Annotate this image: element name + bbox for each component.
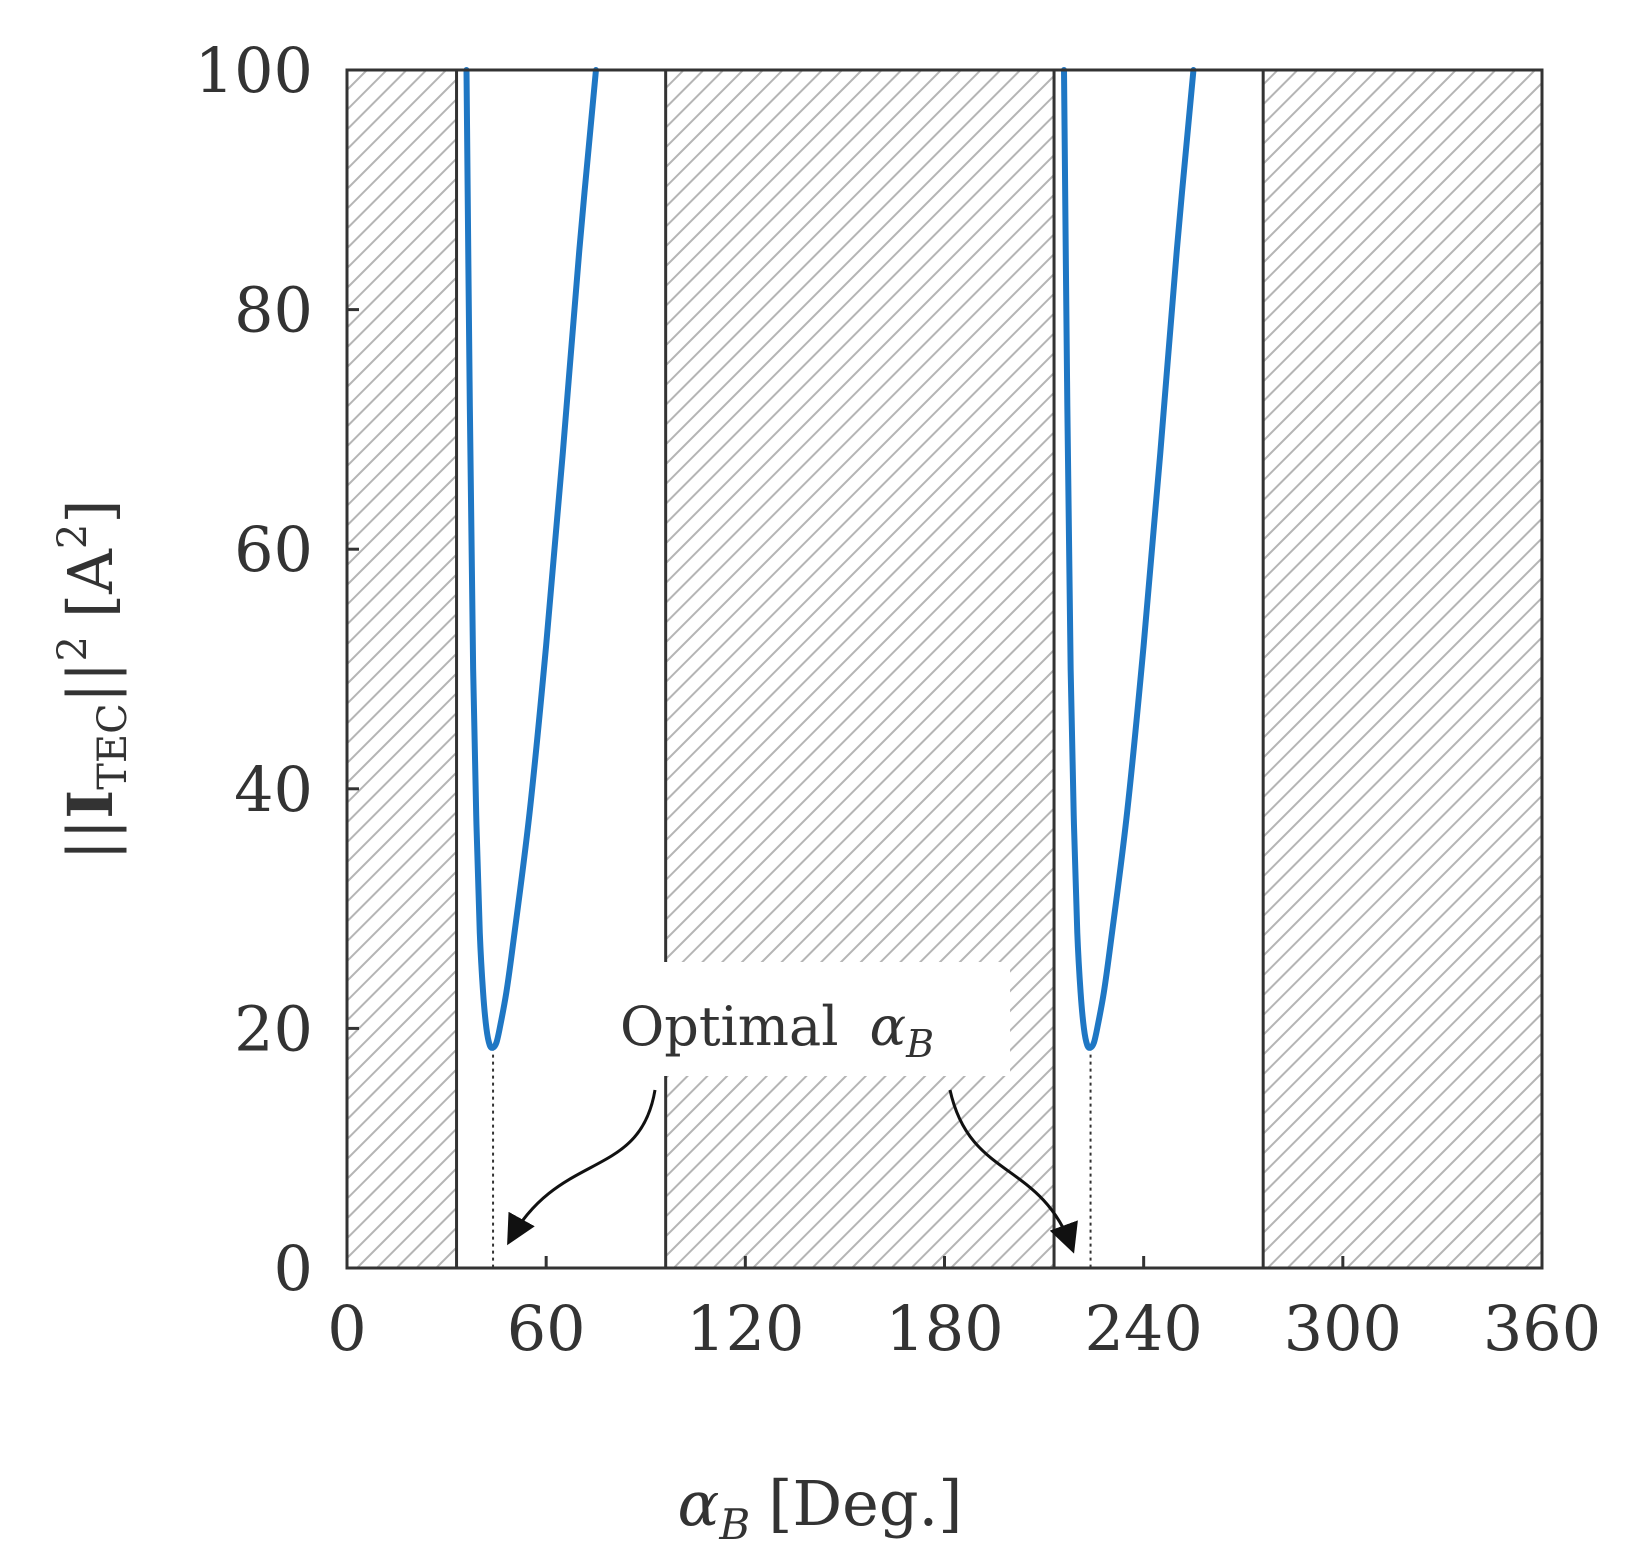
infeasible-region-3 [1263, 70, 1542, 1268]
x-tick-label: 60 [507, 1292, 586, 1365]
annotation-arrow-right [948, 1089, 1078, 1254]
optimum-markers [492, 1047, 1092, 1268]
x-tick-label: 0 [327, 1292, 366, 1365]
y-tick-label: 80 [234, 274, 313, 347]
annotation-arrow-left [507, 1089, 657, 1246]
x-tick-label: 300 [1284, 1292, 1402, 1365]
y-tick-label: 40 [234, 753, 313, 826]
y-tick-label: 0 [274, 1232, 313, 1305]
optimal-annotation: Optimal αB [507, 962, 1078, 1254]
y-tick-label: 20 [234, 992, 313, 1065]
series-line-1 [463, 67, 599, 1051]
annotation-label: Optimal αB [620, 995, 934, 1066]
y-tick-label: 100 [195, 34, 313, 107]
x-tick-label: 240 [1084, 1292, 1202, 1365]
annotation-box [592, 962, 1010, 1076]
x-axis-label: αB [Deg.] [678, 1467, 963, 1549]
series-line-2 [1061, 67, 1197, 1051]
x-tick-label: 120 [686, 1292, 804, 1365]
y-axis-ticks: 0 20 40 60 80 100 [195, 34, 359, 1305]
x-axis-ticks: 0 60 120 180 240 300 360 [327, 1256, 1601, 1365]
data-series [463, 67, 1197, 1051]
x-tick-label: 360 [1483, 1292, 1601, 1365]
infeasible-regions [347, 70, 1542, 1268]
x-tick-label: 180 [885, 1292, 1003, 1365]
y-axis-label: ||ITEC||2[A2] [50, 499, 136, 860]
y-tick-label: 60 [234, 513, 313, 586]
infeasible-region-1 [347, 70, 457, 1268]
infeasible-region-2 [665, 70, 1055, 1268]
